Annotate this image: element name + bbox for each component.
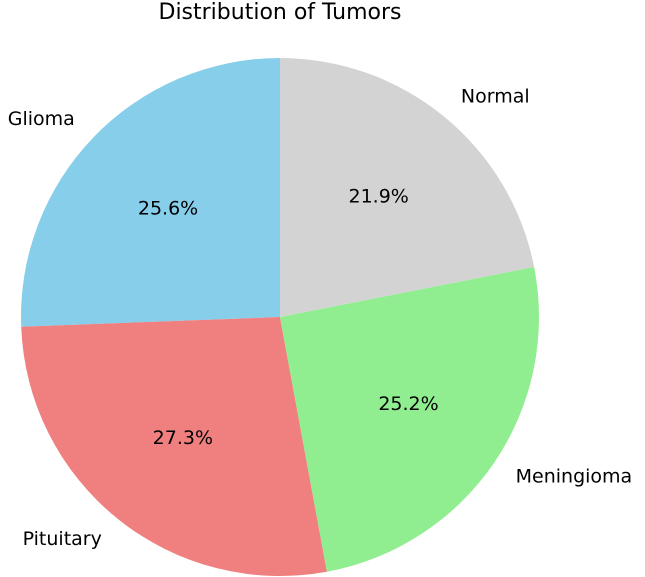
percent-label: 27.3% (153, 427, 213, 449)
pie-slice (21, 317, 327, 576)
pie-slice (20, 58, 281, 327)
percent-label: 25.2% (378, 393, 438, 415)
slice-label: Normal (461, 85, 530, 107)
slice-label: Meningioma (516, 466, 633, 488)
slice-label: Pituitary (23, 528, 102, 550)
slice-label: Glioma (8, 108, 75, 130)
chart-title: Distribution of Tumors (159, 0, 402, 25)
percent-label: 25.6% (138, 198, 198, 220)
pie-slice (280, 266, 539, 572)
percent-label: 21.9% (348, 185, 408, 207)
pie-slice (280, 58, 535, 317)
